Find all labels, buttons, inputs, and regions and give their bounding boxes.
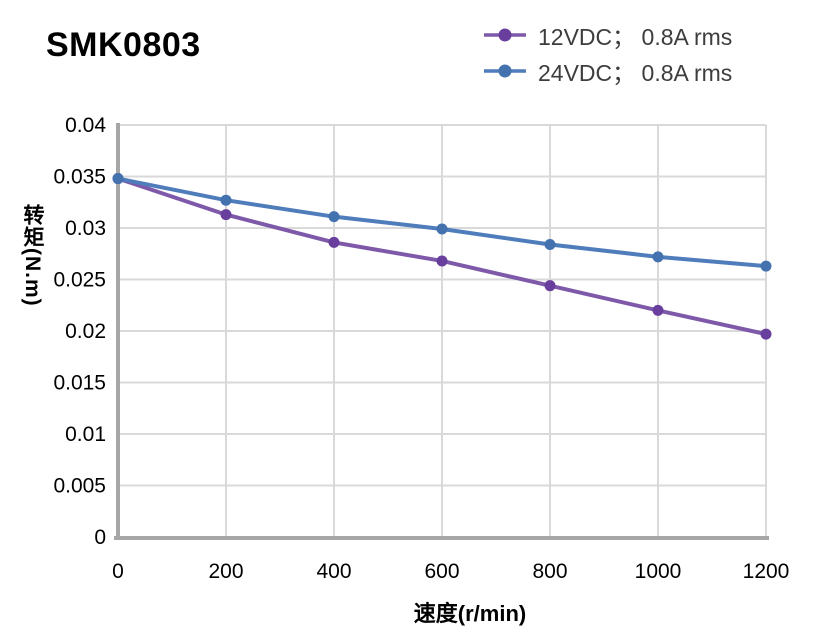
data-point-marker [112, 173, 124, 185]
data-point-marker [436, 255, 448, 267]
page-title: SMK0803 [46, 26, 201, 64]
x-tick-label: 1000 [635, 560, 682, 583]
data-point-marker [220, 209, 232, 221]
legend-item-label: 12VDC； 0.8A rms [538, 23, 733, 50]
y-tick-label: 0 [94, 526, 106, 549]
data-point-marker [652, 304, 664, 316]
y-tick-label: 0.01 [65, 423, 106, 446]
x-tick-label: 400 [316, 560, 351, 583]
legend-line-marker-icon [484, 28, 526, 41]
data-point-marker [328, 236, 340, 248]
y-tick-label: 0.025 [53, 269, 106, 292]
x-tick-label: 800 [532, 560, 567, 583]
x-tick-label: 200 [208, 560, 243, 583]
x-axis-title: 速度(r/min) [413, 601, 527, 626]
data-point-marker [760, 260, 772, 272]
x-tick-label: 0 [112, 560, 124, 583]
y-tick-label: 0.015 [53, 372, 106, 395]
data-point-marker [328, 211, 340, 223]
legend-item: 24VDC； 0.8A rms [482, 54, 732, 87]
data-point-marker [760, 328, 772, 340]
y-tick-label: 0.005 [53, 475, 106, 498]
legend-item-label: 24VDC； 0.8A rms [538, 59, 733, 86]
data-point-marker [652, 251, 664, 263]
y-tick-label: 0.02 [65, 320, 106, 343]
y-tick-label: 0.03 [65, 217, 106, 240]
y-axis-title: 转矩(N.m) [21, 204, 44, 307]
data-point-marker [220, 194, 232, 206]
x-tick-label: 600 [424, 560, 459, 583]
x-tick-label: 1200 [743, 560, 790, 583]
data-point-marker [436, 223, 448, 235]
y-tick-label: 0.04 [65, 114, 106, 137]
data-point-marker [544, 238, 556, 250]
legend-line-marker-icon [484, 64, 526, 77]
legend: 12VDC； 0.8A rms 24VDC； 0.8A rms [482, 18, 732, 87]
y-tick-label: 0.035 [53, 166, 106, 189]
data-point-marker [544, 280, 556, 292]
legend-item: 12VDC； 0.8A rms [482, 18, 732, 51]
